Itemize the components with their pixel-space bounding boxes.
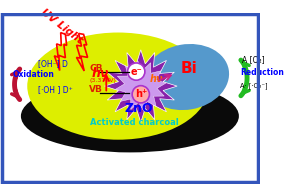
Text: e⁻: e⁻ [130, 67, 142, 77]
Text: Reduction: Reduction [240, 68, 284, 77]
Circle shape [132, 86, 149, 103]
Text: A [O₂]: A [O₂] [242, 56, 264, 64]
Ellipse shape [21, 80, 239, 152]
Text: VB: VB [89, 85, 103, 94]
Text: h⁺: h⁺ [135, 89, 147, 99]
Text: [OH⁻] D: [OH⁻] D [38, 59, 68, 68]
Text: CB: CB [89, 64, 102, 73]
Ellipse shape [27, 33, 209, 140]
Text: ZnO: ZnO [125, 101, 153, 115]
Text: Bi: Bi [180, 61, 197, 76]
Circle shape [128, 63, 145, 80]
Polygon shape [104, 50, 177, 122]
Polygon shape [116, 61, 166, 111]
Text: [·OH ] D⁺: [·OH ] D⁺ [38, 85, 73, 94]
Text: Oxidation: Oxidation [13, 70, 55, 79]
Text: UV Light: UV Light [39, 7, 84, 45]
Text: Activated charcoal: Activated charcoal [90, 118, 179, 127]
Text: (3.37eV): (3.37eV) [89, 78, 116, 84]
Text: hν: hν [150, 74, 164, 84]
Text: A· [·O₂⁻]: A· [·O₂⁻] [240, 82, 267, 89]
Ellipse shape [143, 44, 229, 110]
Text: hν: hν [92, 67, 109, 80]
